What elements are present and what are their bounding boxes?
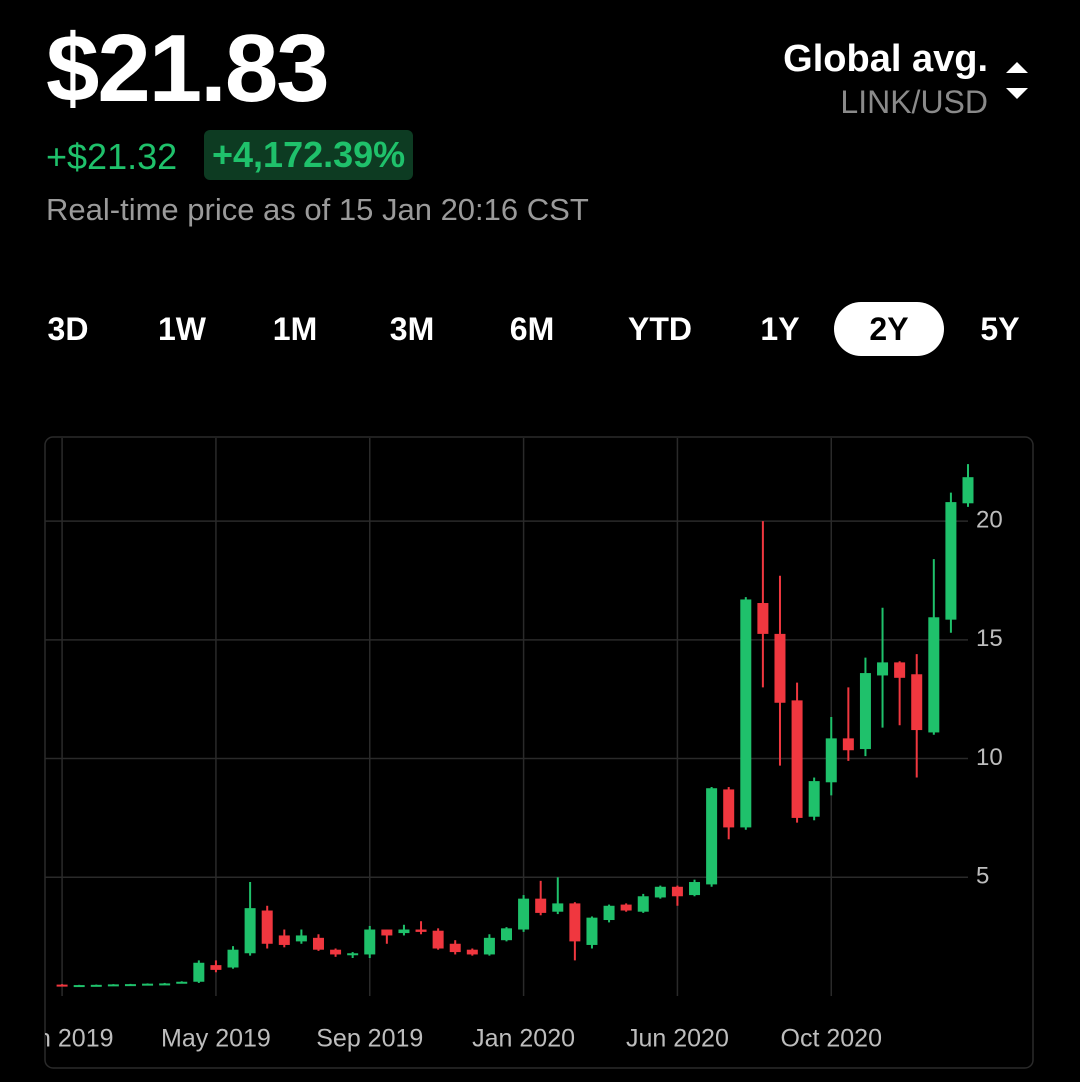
candle-body xyxy=(586,917,598,945)
candle-body xyxy=(278,935,290,945)
candle-body xyxy=(689,882,701,896)
candle-body xyxy=(244,908,256,954)
candle-body xyxy=(877,662,889,676)
candle-body xyxy=(637,896,649,912)
percent-change: +4,172.39% xyxy=(204,130,414,180)
candle-body xyxy=(791,700,803,818)
candle-body xyxy=(842,738,854,751)
plot-area: Jan 2019 May 2019 Sep 2019 Jan 2020 Jun 2020… xyxy=(11,438,974,1053)
range-button[interactable]: 1Y xyxy=(760,311,800,347)
range-button[interactable]: 5Y xyxy=(980,311,1020,347)
y-tick-label: 20 xyxy=(976,506,1003,533)
candle-body xyxy=(159,983,171,986)
x-tick-label: May 2019 xyxy=(161,1025,271,1053)
candle-body xyxy=(620,904,632,911)
candle-body xyxy=(381,929,393,936)
chart-frame xyxy=(44,436,1034,1069)
x-tick-label: Jan 2019 xyxy=(11,1025,114,1053)
trading-pair: LINK/USD xyxy=(840,84,988,120)
candle-body xyxy=(569,903,581,942)
range-button[interactable]: 6M xyxy=(509,311,555,347)
sort-up-icon[interactable] xyxy=(1006,62,1028,73)
y-tick-label: 10 xyxy=(976,744,1003,771)
x-tick-label: Jan 2020 xyxy=(472,1025,575,1053)
candle-body xyxy=(671,886,683,897)
price-source[interactable]: Global avg. xyxy=(783,38,988,80)
candle-body xyxy=(449,943,461,953)
candle-body xyxy=(518,898,530,930)
candle-body xyxy=(227,949,239,968)
y-tick-label: 5 xyxy=(976,863,989,890)
candle-body xyxy=(552,903,564,912)
candle-body xyxy=(56,984,68,987)
candle-body xyxy=(312,937,324,950)
candle-body xyxy=(124,984,136,987)
candle-body xyxy=(73,985,85,988)
candle-body xyxy=(330,949,342,955)
candle-body xyxy=(466,949,478,955)
candle-body xyxy=(107,984,119,987)
candle-body xyxy=(364,929,376,955)
price-change: +$21.32 xyxy=(46,136,178,177)
candle-body xyxy=(894,662,906,678)
candle-body xyxy=(723,789,735,828)
candle-body xyxy=(261,910,273,944)
candle-body xyxy=(859,673,871,750)
candle-body xyxy=(501,928,512,941)
candle-body xyxy=(295,935,307,942)
candle-body xyxy=(347,953,359,956)
timestamp: Real-time price as of 15 Jan 20:16 CST xyxy=(46,192,589,227)
candle-body xyxy=(808,781,820,817)
range-button[interactable]: 3D xyxy=(47,311,89,347)
range-button[interactable]: YTD xyxy=(628,311,692,347)
candle-body xyxy=(415,929,427,932)
candle-body xyxy=(210,965,222,970)
candle-body xyxy=(193,962,205,982)
candle-body xyxy=(176,981,188,984)
candle-body xyxy=(90,984,102,987)
candle-body xyxy=(483,937,495,955)
candle-body xyxy=(911,674,923,731)
price: $21.83 xyxy=(46,15,330,122)
range-button-selected[interactable]: 2Y xyxy=(834,302,944,356)
sort-down-icon[interactable] xyxy=(1006,88,1028,99)
x-tick-label: Sep 2019 xyxy=(316,1025,423,1053)
candle-body xyxy=(928,617,940,733)
candle-body xyxy=(603,905,615,921)
candle-body xyxy=(962,477,974,504)
candle-body xyxy=(740,599,752,828)
candle-body xyxy=(654,886,666,898)
x-tick-label: Jun 2020 xyxy=(626,1025,729,1053)
candle-body xyxy=(825,738,837,783)
range-button[interactable]: 3M xyxy=(389,311,435,347)
candle-body xyxy=(535,898,547,913)
candle-body xyxy=(142,983,154,986)
candle-body xyxy=(706,788,718,885)
candle-body xyxy=(432,930,444,949)
y-tick-label: 15 xyxy=(976,625,1003,652)
range-button[interactable]: 1W xyxy=(158,311,206,347)
candle-body xyxy=(398,929,410,934)
candle-body xyxy=(757,603,769,634)
candle-body xyxy=(774,633,786,703)
range-button[interactable]: 1M xyxy=(272,311,318,347)
candle-body xyxy=(945,502,957,620)
x-tick-label: Oct 2020 xyxy=(781,1025,882,1053)
